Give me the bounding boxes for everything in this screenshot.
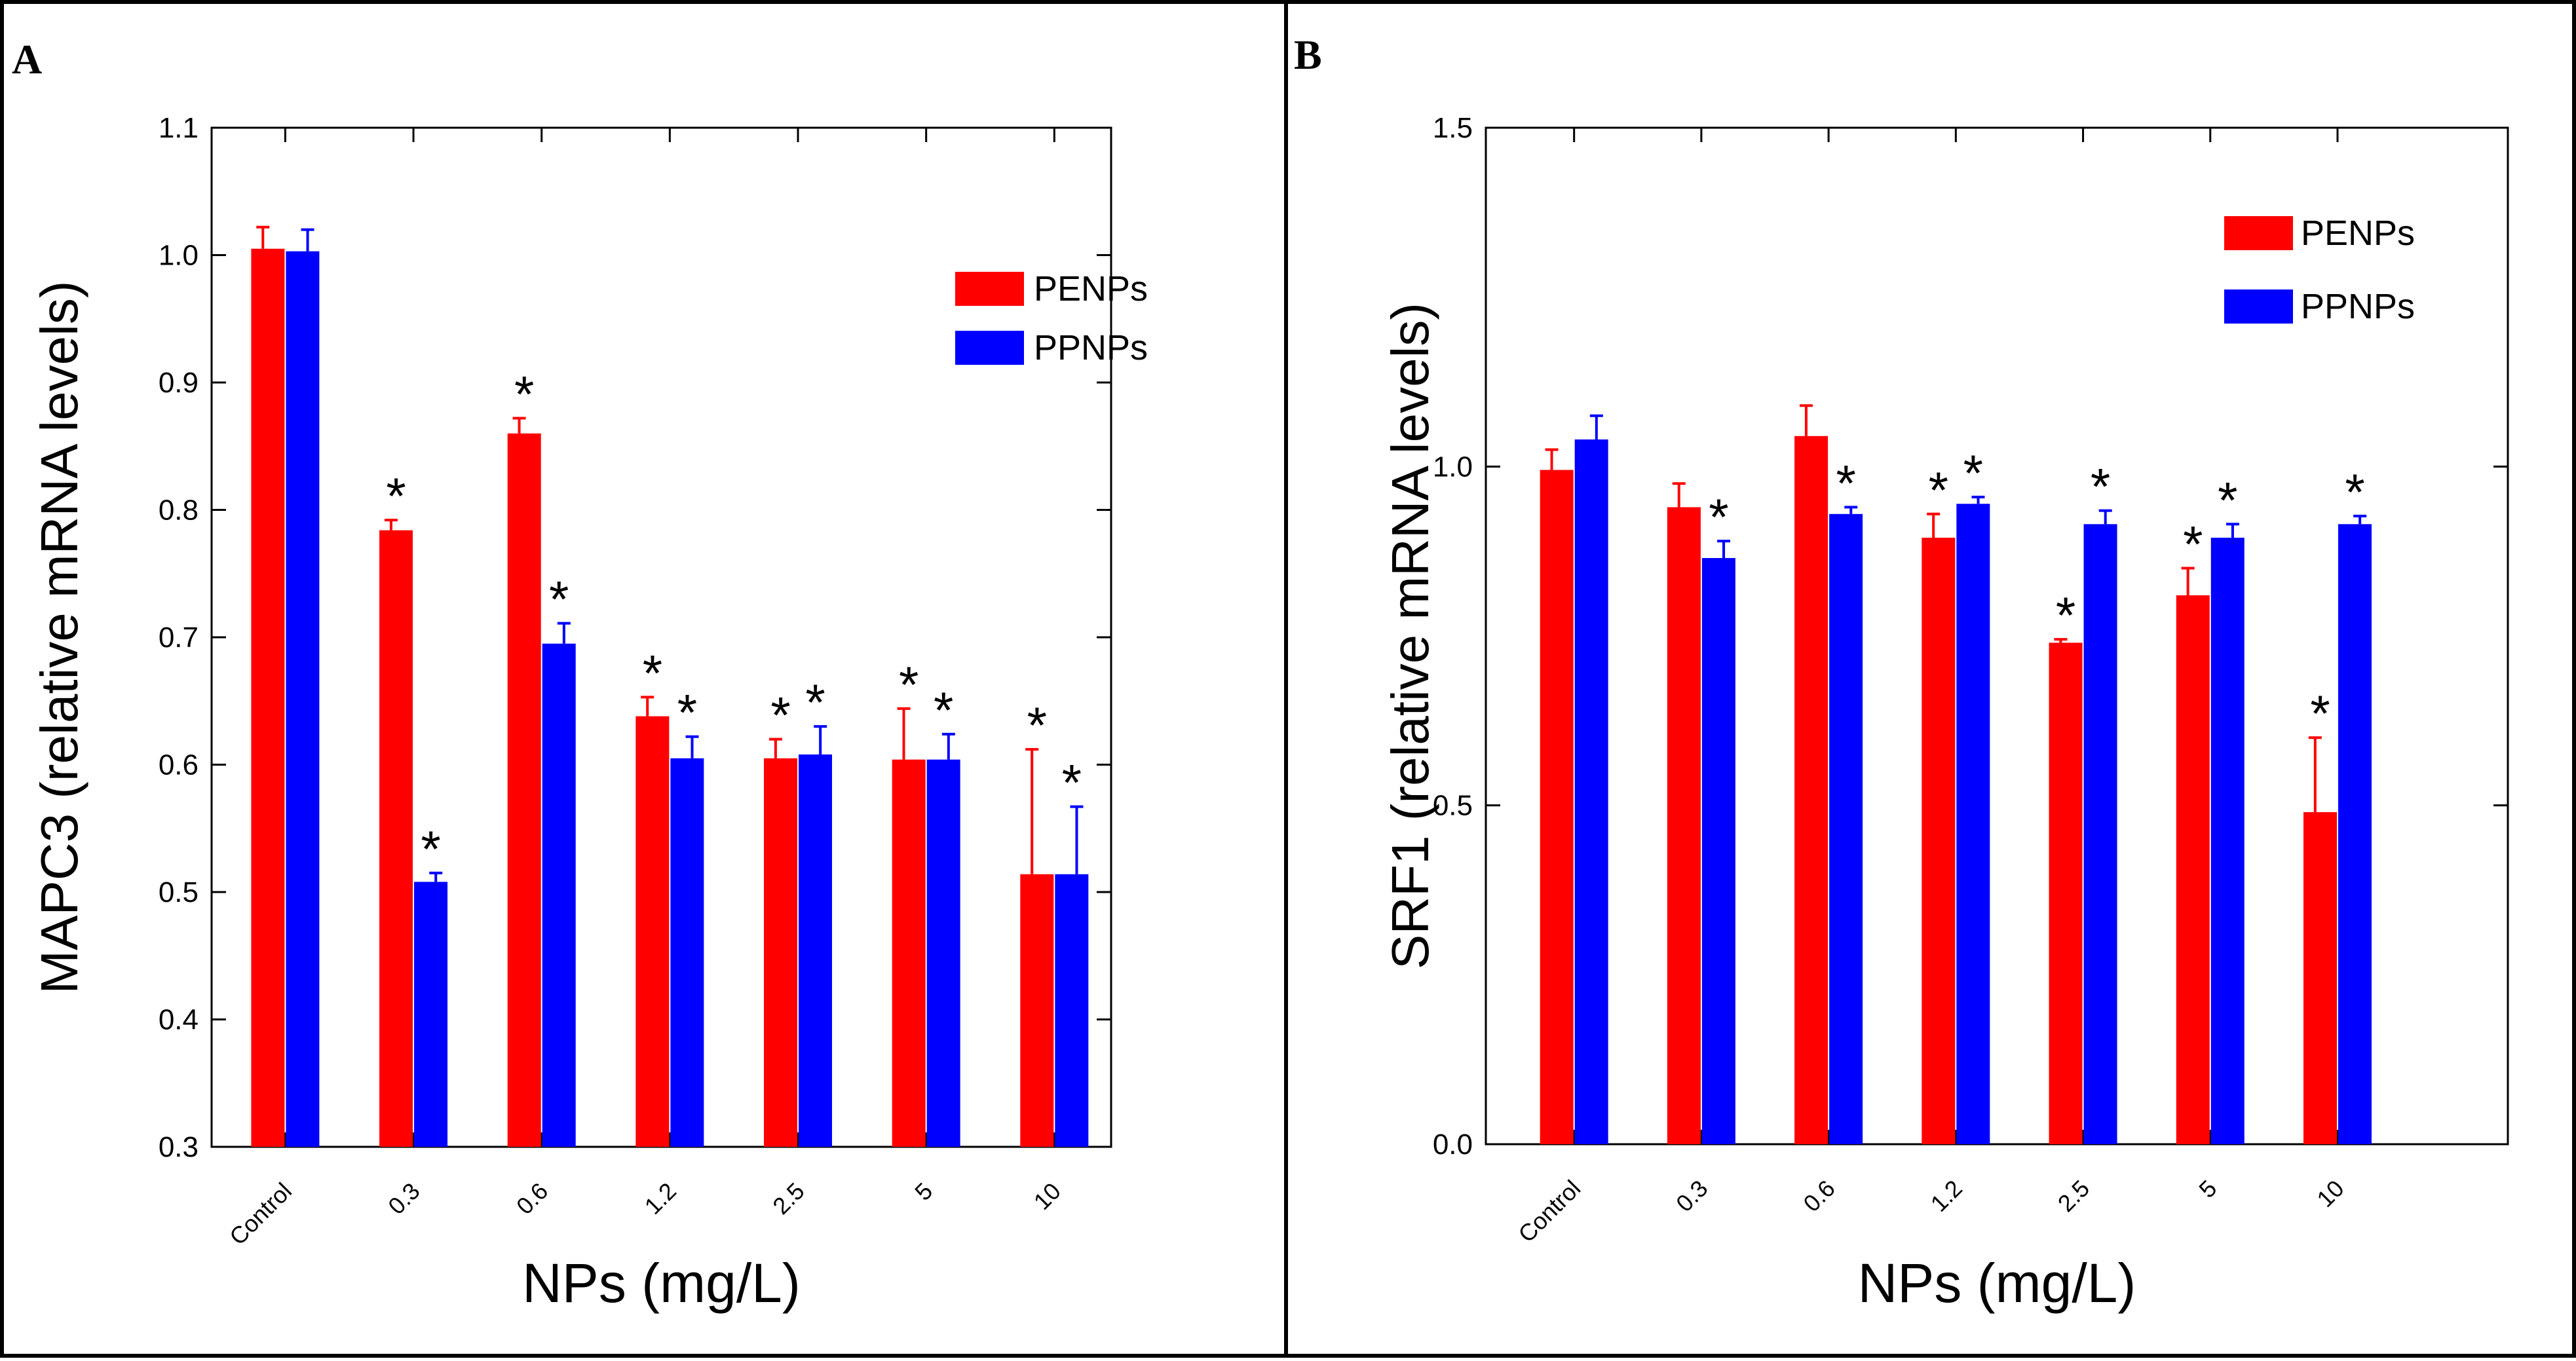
significance-star: * [2345,463,2364,521]
significance-star: * [805,673,825,731]
significance-star: * [2310,684,2330,742]
significance-star: * [677,684,697,741]
bar-penps-1 [379,530,413,1147]
y-axis-title: MAPC3 (relative mRNA levels) [30,280,88,994]
significance-star: * [2056,586,2075,644]
bar-ppnps-0 [1574,439,1608,1144]
significance-star: * [1709,488,1728,546]
legend-swatch-penps [955,272,1024,306]
significance-star: * [643,644,662,701]
bar-ppnps-5 [2210,537,2245,1144]
y-tick-label: 0.0 [1433,1128,1473,1161]
bar-penps-0 [1540,470,1574,1145]
y-tick-label: 0.4 [159,1004,199,1036]
bar-penps-2 [507,433,541,1147]
legend-label-penps: PENPs [2301,214,2415,253]
panel-b-border [1284,0,2576,1358]
significance-star: * [2218,471,2237,529]
bar-ppnps-3 [1956,504,1990,1144]
bar-penps-0 [251,248,285,1147]
bar-penps-3 [635,716,670,1147]
y-tick-label: 0.5 [159,876,199,908]
y-tick-label: 1.0 [159,240,199,272]
y-tick-label: 1.0 [1433,451,1473,483]
bar-ppnps-1 [1701,558,1735,1144]
significance-star: * [549,570,569,628]
legend-swatch-penps [2224,216,2293,250]
legend-label-penps: PENPs [1034,269,1148,308]
y-tick-label: 0.9 [159,367,199,399]
significance-star: * [1027,696,1047,754]
legend-swatch-ppnps [2224,289,2293,324]
x-axis-title: NPs (mg/L) [522,1252,801,1314]
bar-ppnps-5 [926,759,960,1147]
bar-penps-4 [764,758,798,1147]
significance-star: * [386,467,406,525]
y-tick-label: 0.6 [159,749,199,781]
bar-penps-5 [2176,595,2210,1144]
y-tick-label: 0.7 [159,622,199,654]
significance-star: * [1929,461,1948,519]
significance-star: * [770,686,790,744]
bar-ppnps-4 [799,754,833,1147]
legend-label-ppnps: PPNPs [1034,328,1148,367]
bar-ppnps-1 [414,882,448,1147]
y-tick-label: 1.5 [1433,112,1473,144]
bar-ppnps-6 [2338,524,2372,1144]
significance-star: * [899,656,919,713]
bar-ppnps-3 [670,758,704,1147]
y-axis-title: SRF1 (relative mRNA levels) [1381,303,1439,969]
bar-penps-6 [2303,812,2337,1144]
bar-penps-4 [2049,643,2083,1144]
bar-penps-2 [1794,436,1828,1144]
panel-a-label: A [12,36,42,83]
significance-star: * [514,365,534,422]
bar-ppnps-2 [1829,513,1863,1144]
bar-penps-3 [1922,537,1956,1144]
plot-frame [1485,126,2509,1146]
significance-star: * [1836,454,1855,512]
significance-star: * [1963,444,1983,502]
y-tick-label: 0.5 [1433,790,1473,822]
y-tick-label: 1.1 [159,112,199,144]
significance-star: * [421,820,440,878]
bar-ppnps-2 [542,643,576,1147]
bar-ppnps-0 [286,251,320,1147]
y-tick-label: 0.3 [159,1131,199,1163]
bar-penps-1 [1667,507,1701,1144]
bar-penps-6 [1020,874,1054,1147]
bar-ppnps-6 [1055,874,1089,1147]
bar-ppnps-4 [2083,524,2117,1144]
y-tick-label: 0.8 [159,494,199,527]
bar-penps-5 [892,759,926,1147]
significance-star: * [2183,515,2203,573]
panel-b-label: B [1294,31,1322,78]
legend-label-ppnps: PPNPs [2301,287,2415,326]
significance-star: * [934,681,953,739]
significance-star: * [1062,754,1082,811]
significance-star: * [2091,458,2110,515]
x-axis-title: NPs (mg/L) [1858,1252,2136,1314]
legend-swatch-ppnps [955,331,1024,365]
